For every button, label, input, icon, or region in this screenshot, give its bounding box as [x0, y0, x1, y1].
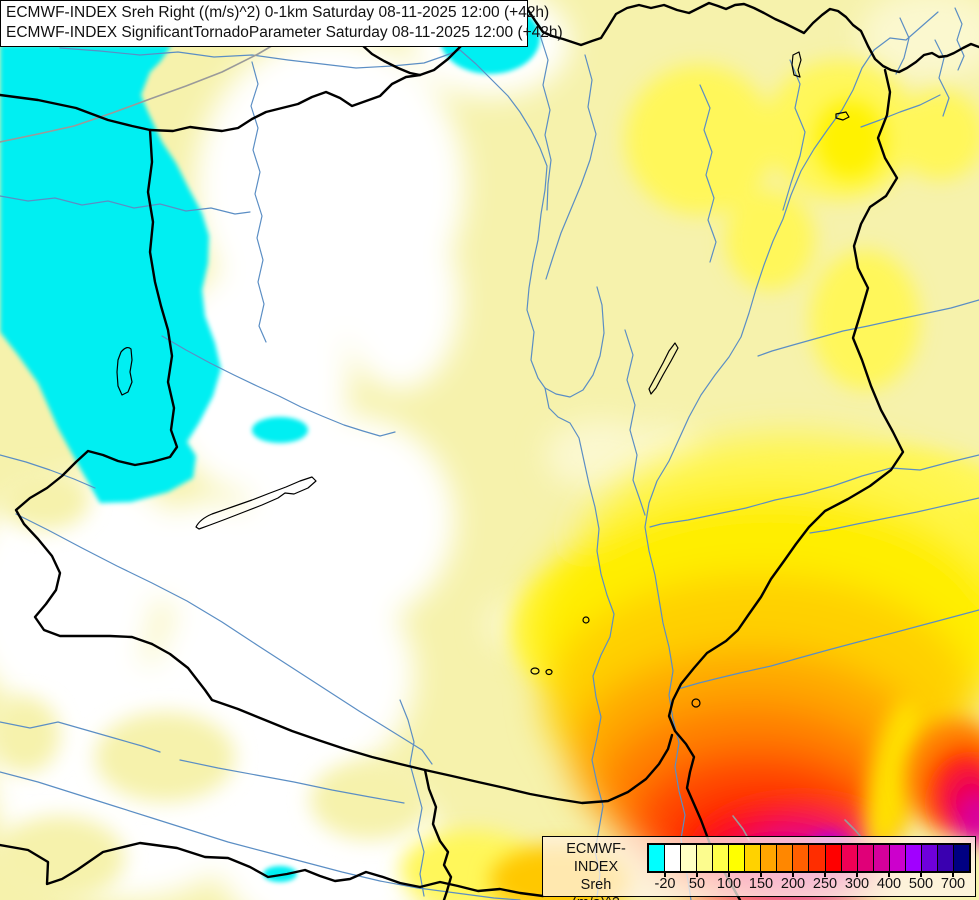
- legend-swatch: [905, 845, 922, 871]
- legend-swatch: [665, 845, 682, 871]
- legend-title-parameter: Sreh: [580, 876, 612, 893]
- legend-swatch: [825, 845, 842, 871]
- color-scale-legend: ECMWF-INDEX Sreh (m/s)^2 -20 50 100 150 200 2…: [542, 836, 976, 900]
- lake-tisza: [648, 342, 679, 395]
- legend-tick: [920, 871, 922, 877]
- legend-color-bar: [647, 843, 971, 873]
- map-title-box: ECMWF-INDEX Sreh Right ((m/s)^2) 0-1km S…: [0, 0, 563, 48]
- legend-tick: [888, 871, 890, 877]
- legend-swatch: [649, 845, 666, 871]
- legend-swatch: [937, 845, 954, 871]
- legend-swatch: [953, 845, 969, 871]
- lake-balaton: [195, 476, 317, 530]
- legend-swatch: [713, 845, 730, 871]
- legend-tick: [728, 871, 730, 877]
- legend-tick-label: 500: [908, 876, 934, 892]
- legend-swatch: [809, 845, 826, 871]
- map-title-line2: ECMWF-INDEX SignificantTornadoParameter …: [6, 24, 563, 42]
- legend-swatch: [889, 845, 906, 871]
- legend-title-model: ECMWF-INDEX: [566, 841, 626, 875]
- legend-swatch: [681, 845, 698, 871]
- legend-tick: [760, 871, 762, 877]
- legend-tick-label: 300: [844, 876, 870, 892]
- legend-tick: [952, 871, 954, 877]
- legend-tick-label: 100: [716, 876, 742, 892]
- legend-tick-label: 400: [876, 876, 902, 892]
- legend-tick-labels: -20 50 100 150 200 250 300 400 500 700: [649, 871, 969, 897]
- legend-tick: [792, 871, 794, 877]
- legend-swatch: [873, 845, 890, 871]
- legend-swatch: [857, 845, 874, 871]
- map-title-line1: ECMWF-INDEX Sreh Right ((m/s)^2) 0-1km S…: [6, 4, 550, 21]
- legend-title: ECMWF-INDEX Sreh (m/s)^2: [545, 841, 647, 900]
- legend-title-units: (m/s)^2: [545, 895, 647, 900]
- legend-tick: [824, 871, 826, 877]
- legend-swatch: [761, 845, 778, 871]
- lakes: [116, 51, 850, 708]
- legend-swatch: [777, 845, 794, 871]
- legend-swatch: [729, 845, 746, 871]
- legend-tick-label: 250: [812, 876, 838, 892]
- lake-neusiedl: [116, 346, 133, 396]
- legend-tick-label: 150: [748, 876, 774, 892]
- legend-tick-label: 50: [688, 876, 706, 892]
- legend-tick-label: 200: [780, 876, 806, 892]
- legend-swatch: [697, 845, 714, 871]
- legend-tick: [696, 871, 698, 877]
- legend-swatch: [793, 845, 810, 871]
- legend-swatch: [745, 845, 762, 871]
- legend-tick: [664, 871, 666, 877]
- legend-swatch: [921, 845, 938, 871]
- legend-tick: [856, 871, 858, 877]
- legend-swatch: [841, 845, 858, 871]
- legend-tick-label: -20: [654, 876, 676, 892]
- legend-tick-label: 700: [940, 876, 966, 892]
